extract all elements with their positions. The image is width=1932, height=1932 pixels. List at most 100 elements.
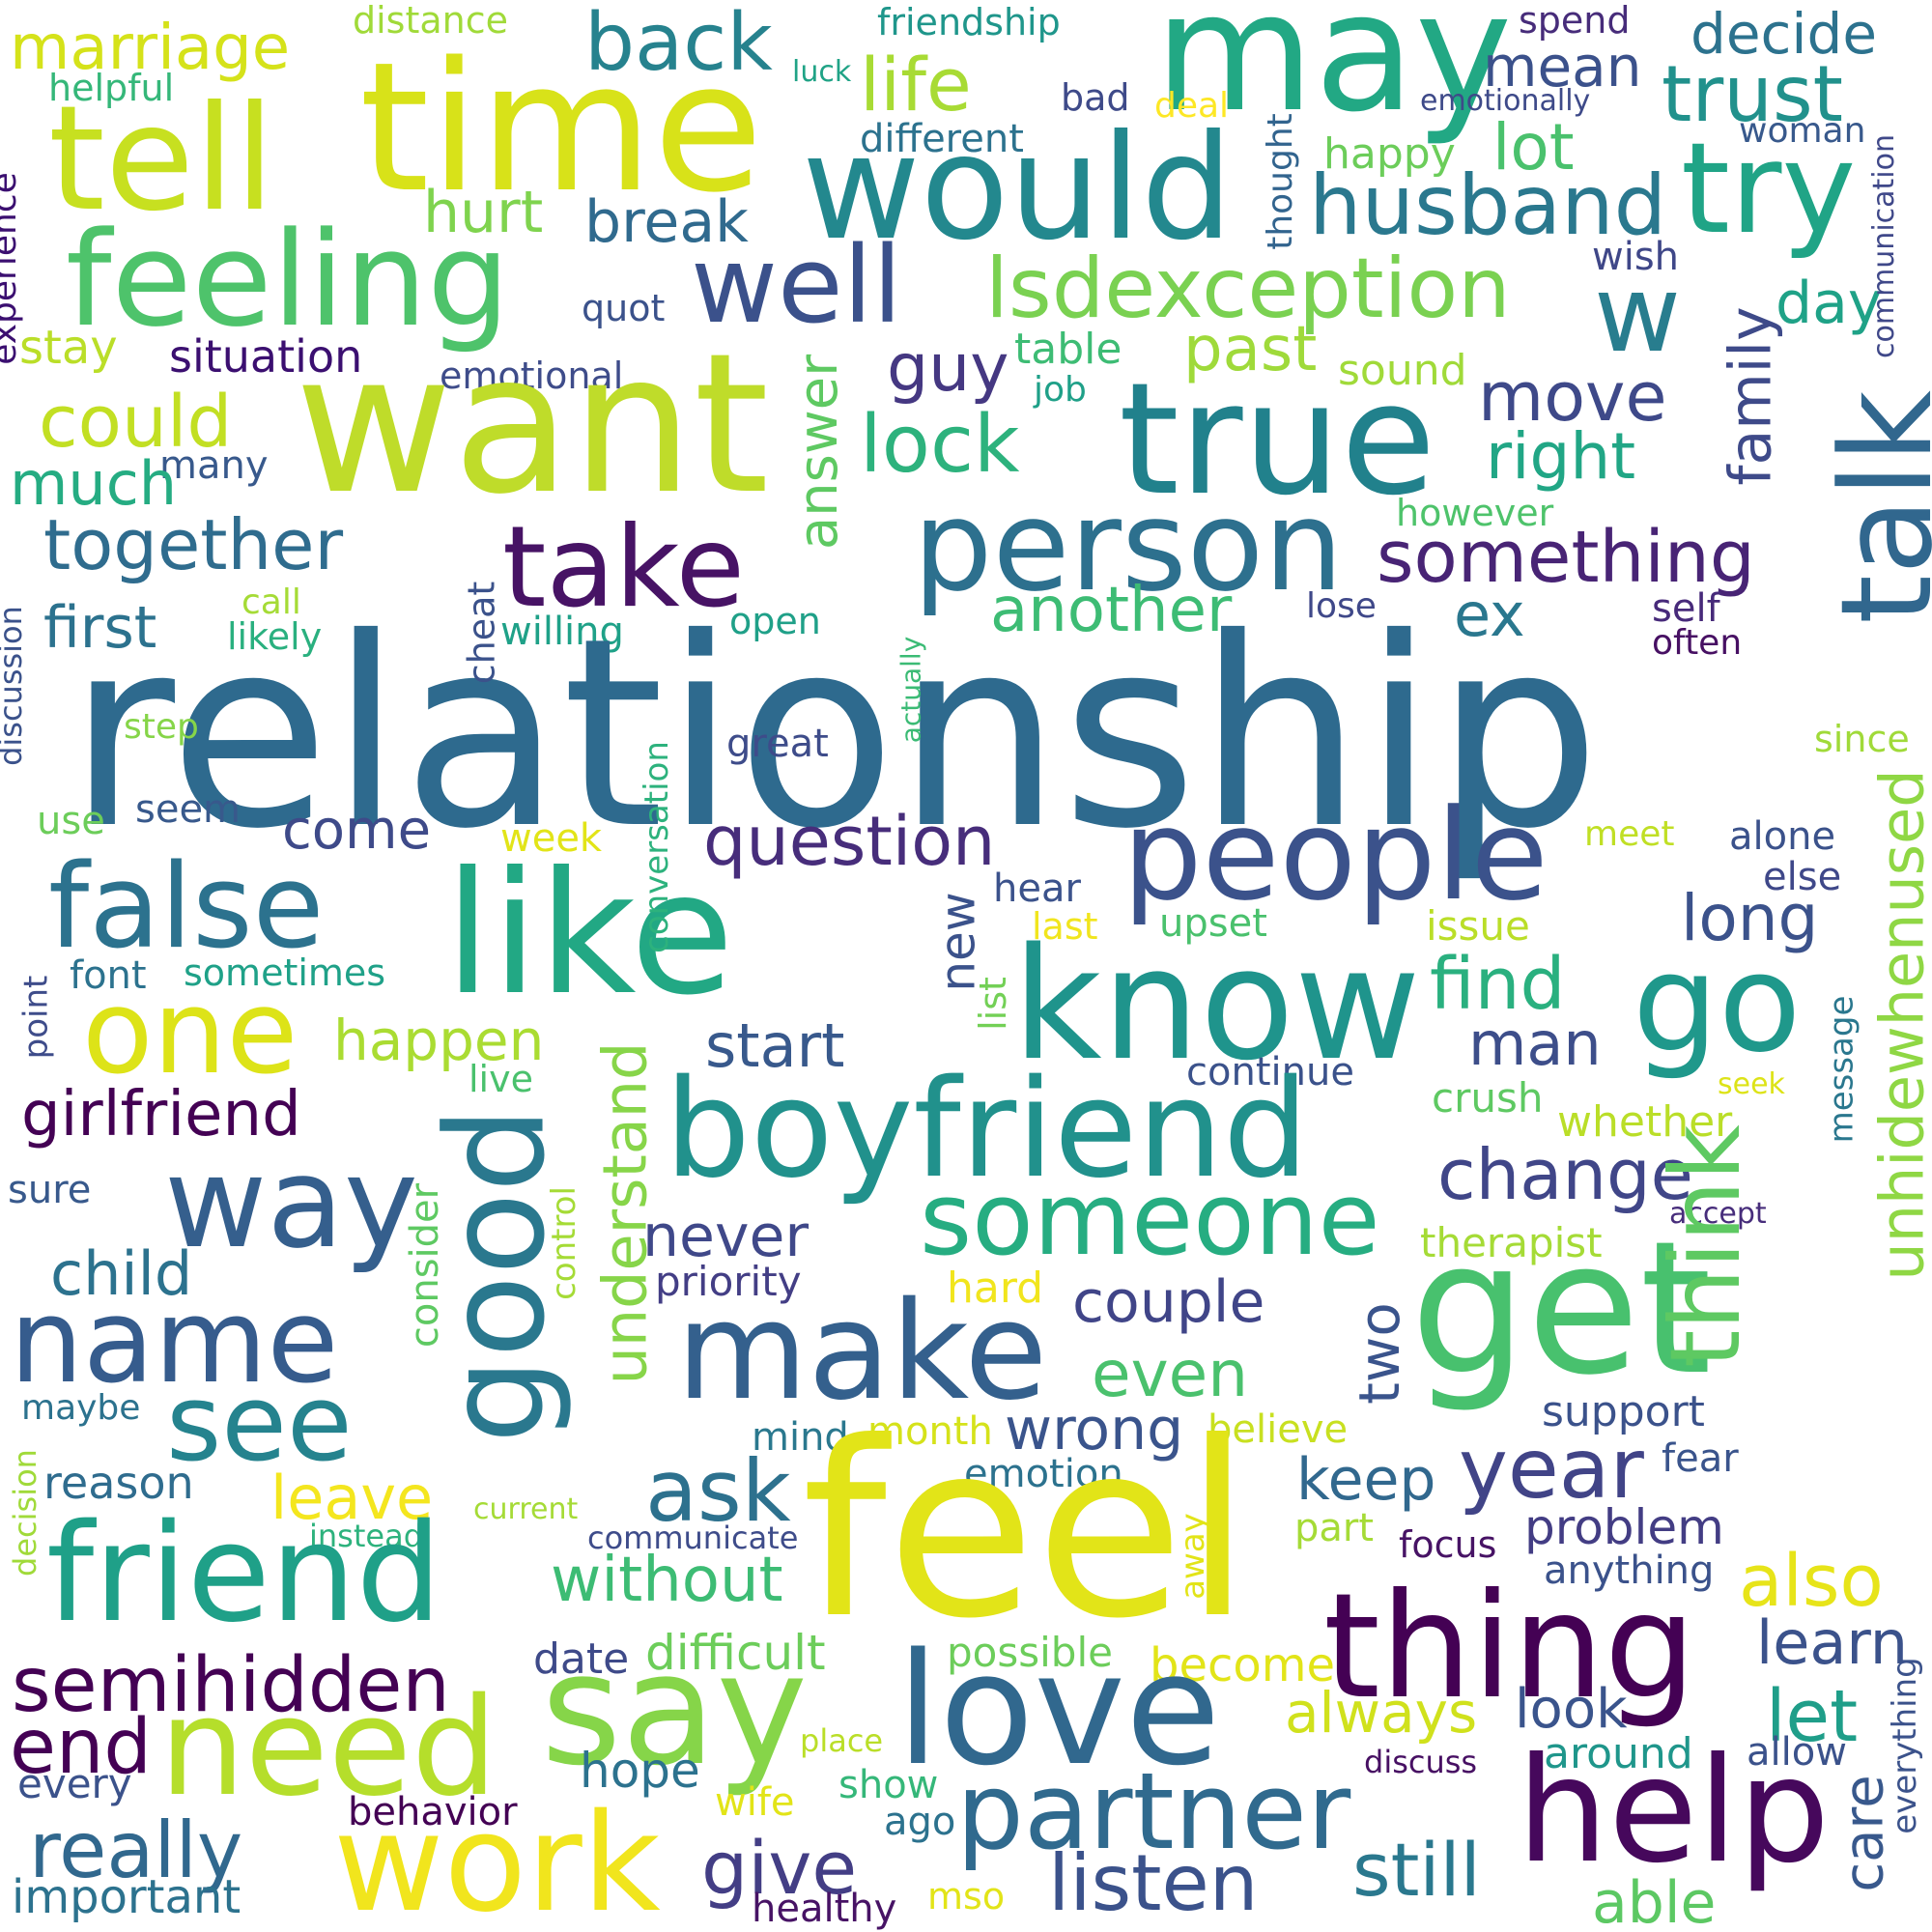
word-thing: thing [1323,1563,1696,1731]
word-without: without [551,1545,783,1616]
word-back: back [584,0,773,89]
word-spend: spend [1519,0,1631,42]
word-leave: leave [270,1463,434,1533]
word-sound: sound [1338,346,1467,395]
word-lose: lose [1306,586,1377,626]
word-much: much [10,448,178,519]
word-issue: issue [1426,902,1530,950]
word-let: let [1766,1675,1859,1758]
word-discussion: discussion [0,606,29,766]
word-upset: upset [1159,901,1267,946]
word-girlfriend: girlfriend [21,1079,301,1151]
word-situation: situation [169,330,363,383]
word-instead: instead [309,1518,423,1554]
word-lock: lock [860,399,1020,491]
word-even: even [1092,1337,1249,1411]
word-happy: happy [1323,129,1456,179]
word-lot: lot [1492,110,1575,185]
word-true: true [1119,349,1436,529]
word-guy: guy [887,330,1009,407]
word-behavior: behavior [348,1790,518,1834]
word-message: message [1822,995,1861,1144]
word-two: two [1346,1302,1412,1405]
word-important: important [12,1870,242,1924]
word-emotion: emotion [964,1452,1123,1496]
word-however: however [1396,492,1554,534]
word-tell: tell [48,75,275,243]
word-experience: experience [0,172,24,365]
word-point: point [16,975,56,1060]
word-different: different [860,117,1024,161]
word-sure: sure [8,1168,92,1212]
word-also: also [1739,1540,1884,1623]
word-difficult: difficult [645,1625,826,1681]
word-anything: anything [1544,1548,1715,1593]
word-partner: partner [956,1749,1351,1873]
word-see: see [166,1361,353,1485]
word-work: work [333,1785,661,1932]
word-decide: decide [1690,1,1878,67]
word-lsdexception: lsdexception [985,241,1511,337]
word-mind: mind [752,1415,849,1460]
word-first: first [43,594,157,662]
word-priority: priority [655,1258,802,1305]
word-sometimes: sometimes [184,952,386,994]
word-may: may [1154,0,1513,149]
word-distance: distance [353,0,509,42]
word-people: people [1122,781,1548,928]
word-end: end [10,1704,152,1791]
word-step: step [124,707,199,747]
word-believe: believe [1208,1407,1349,1452]
word-else: else [1763,855,1842,899]
word-mean: mean [1483,34,1642,99]
word-child: child [50,1238,193,1309]
word-well: well [691,223,902,347]
word-self: self [1652,586,1720,631]
word-use: use [37,799,105,843]
word-still: still [1352,1827,1481,1913]
word-name: name [10,1275,339,1409]
word-need: need [159,1669,497,1827]
word-crush: crush [1432,1074,1544,1122]
word-possible: possible [947,1629,1113,1676]
word-break: break [584,188,749,256]
word-husband: husband [1309,157,1667,254]
word-marriage: marriage [10,13,291,84]
word-last: last [1032,905,1098,948]
word-actually: actually [895,636,927,744]
word-start: start [705,1010,845,1081]
word-false: false [48,840,325,975]
word-consider: consider [403,1182,448,1349]
word-focus: focus [1399,1523,1497,1566]
word-long: long [1681,881,1819,955]
word-open: open [729,600,821,642]
word-away: away [1173,1513,1212,1600]
word-cheat: cheat [460,581,503,685]
word-way: way [164,1129,418,1276]
word-help: help [1517,1727,1831,1895]
word-stay: stay [19,321,118,375]
word-give: give [701,1825,858,1911]
word-another: another [990,575,1233,646]
word-discuss: discuss [1364,1744,1478,1780]
word-would: would [802,104,1234,272]
word-love: love [896,1619,1221,1800]
word-whether: whether [1557,1097,1733,1147]
word-seem: seem [135,787,242,832]
word-likely: likely [227,615,323,658]
word-decision: decision [6,1449,43,1577]
word-month: month [867,1409,993,1454]
word-feeling: feeling [66,204,510,355]
word-friend: friend [46,1495,442,1653]
word-every: every [17,1760,132,1807]
word-happen: happen [333,1008,545,1073]
word-control: control [544,1186,583,1300]
word-come: come [282,799,432,862]
word-luck: luck [792,55,852,89]
word-say: say [541,1619,809,1800]
word-always: always [1285,1680,1478,1746]
word-look: look [1515,1678,1628,1741]
word-person: person [913,472,1344,619]
word-right: right [1486,419,1636,494]
word-list: list [971,977,1014,1031]
